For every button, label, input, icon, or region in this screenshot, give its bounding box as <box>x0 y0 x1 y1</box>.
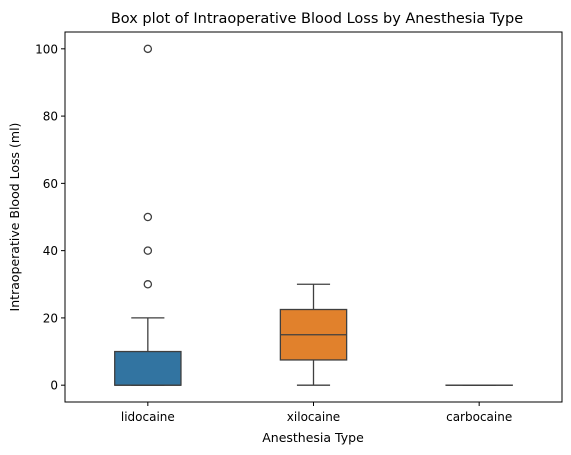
y-tick-label: 80 <box>43 110 58 124</box>
x-axis: lidocaine xilocaine carbocaine <box>121 402 512 424</box>
y-tick-label: 60 <box>43 177 58 191</box>
boxes-group <box>114 44 513 386</box>
box-lidocaine <box>114 350 182 386</box>
x-tick-label: lidocaine <box>121 410 175 424</box>
y-axis: 0 20 40 60 80 100 <box>35 42 65 393</box>
x-axis-label: Anesthesia Type <box>262 430 364 445</box>
x-tick-label: carbocaine <box>446 410 512 424</box>
outlier-point <box>143 280 153 289</box>
outlier-point <box>143 246 153 255</box>
outlier-point <box>143 212 153 222</box>
y-tick-label: 0 <box>50 379 58 393</box>
chart-title: Box plot of Intraoperative Blood Loss by… <box>111 11 523 27</box>
x-tick-label: xilocaine <box>287 410 340 424</box>
y-axis-label: Intraoperative Blood Loss (ml) <box>7 123 22 312</box>
y-tick-label: 100 <box>35 42 58 56</box>
outlier-point <box>143 44 153 54</box>
y-tick-label: 20 <box>43 311 58 325</box>
y-tick-label: 40 <box>43 244 58 258</box>
